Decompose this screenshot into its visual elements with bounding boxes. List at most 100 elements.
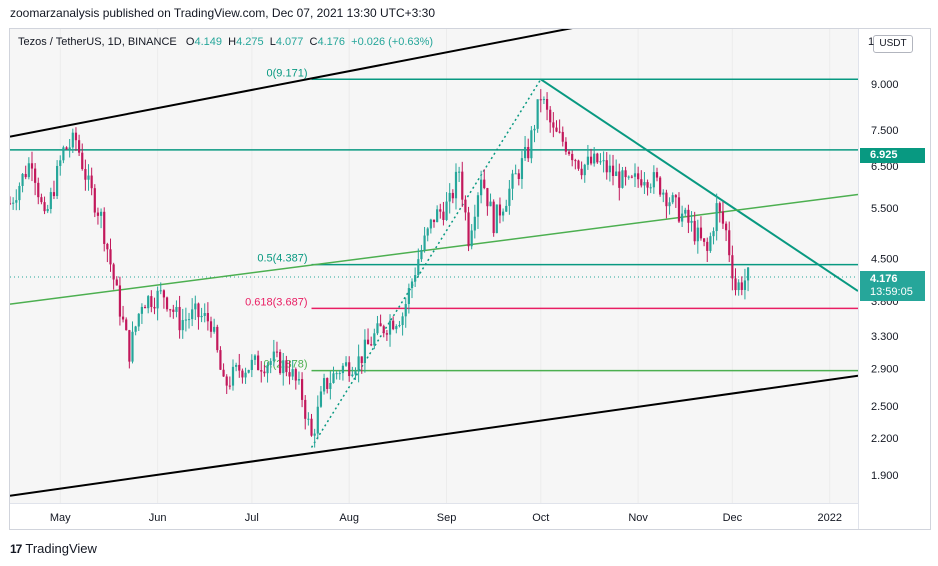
candle-body — [304, 399, 307, 419]
candle-body — [439, 209, 442, 212]
candle-body — [640, 179, 643, 186]
candle-body — [30, 163, 34, 169]
channel-top-line — [10, 29, 573, 138]
candle-body — [721, 211, 725, 224]
candle-body — [495, 204, 498, 234]
candle-body — [429, 219, 432, 229]
candle-body — [539, 99, 542, 101]
candle-body — [737, 282, 740, 291]
candle-body — [250, 359, 253, 371]
candle-body — [392, 320, 395, 330]
rising-trend-line — [10, 193, 858, 305]
candle-body — [401, 316, 404, 326]
candle-body — [322, 378, 326, 392]
candle-body — [699, 227, 703, 239]
candle-body — [734, 278, 737, 291]
candle-body — [420, 250, 423, 260]
candle-body — [118, 285, 122, 317]
candle-body — [200, 315, 203, 318]
candle-body — [483, 179, 486, 189]
candle-body — [715, 203, 718, 232]
candle-body — [131, 331, 134, 362]
candle-body — [505, 205, 508, 212]
candle-body — [652, 172, 655, 188]
candle-body — [206, 312, 209, 322]
candle-body — [275, 351, 279, 353]
candle-body — [580, 168, 583, 176]
candle-body — [630, 176, 633, 178]
candle-body — [545, 99, 549, 110]
candle-body — [27, 163, 30, 178]
candle-body — [520, 158, 524, 179]
candle-body — [527, 146, 530, 159]
candle-body — [81, 152, 84, 170]
candle-body — [56, 165, 59, 197]
candle-body — [395, 326, 398, 330]
candle-body — [52, 192, 56, 197]
candle-body — [724, 223, 728, 231]
candle-body — [112, 264, 115, 280]
candle-body — [191, 309, 194, 320]
candle-body — [703, 238, 706, 242]
candle-body — [109, 249, 112, 265]
candle-body — [746, 267, 750, 281]
candle-body — [99, 211, 103, 216]
candle-body — [618, 171, 621, 188]
candle-body — [84, 169, 87, 180]
candle-body — [706, 241, 709, 251]
candle-body — [712, 231, 715, 237]
candle-body — [498, 204, 502, 216]
candle-body — [624, 170, 627, 178]
candle-body — [571, 153, 574, 161]
fib-level-label: 0.618(3.687) — [245, 296, 307, 308]
candle-body — [646, 182, 649, 188]
candle-body — [690, 220, 693, 223]
footer-brand[interactable]: 17 TradingView — [10, 541, 97, 556]
candle-body — [681, 213, 684, 222]
x-tick-label: Jun — [149, 512, 167, 524]
candle-body — [71, 132, 74, 148]
currency-button[interactable]: USDT — [873, 35, 913, 53]
candle-body — [536, 99, 539, 129]
candle-body — [269, 361, 272, 366]
candle-body — [360, 356, 363, 364]
candle-body — [637, 173, 640, 180]
candle-body — [684, 209, 687, 214]
candle-body — [344, 362, 348, 366]
candle-body — [740, 282, 743, 290]
y-tick-label: 9.000 — [871, 79, 899, 91]
candle-body — [10, 203, 12, 205]
candle-body — [313, 433, 316, 436]
candle-body — [241, 370, 244, 378]
candle-body — [231, 366, 235, 386]
candle-body — [297, 379, 301, 381]
candle-body — [677, 197, 681, 222]
candle-body — [357, 356, 360, 372]
candle-body — [153, 306, 156, 309]
legend-change: +0.026 (+0.63%) — [351, 36, 434, 48]
candle-body — [222, 369, 225, 377]
candle-body — [235, 364, 238, 367]
candle-body — [366, 339, 370, 345]
candle-body — [583, 164, 586, 176]
candle-body — [659, 177, 662, 195]
x-tick-label: May — [50, 512, 71, 524]
candle-body — [718, 203, 721, 212]
candle-body — [332, 373, 335, 383]
candle-body — [489, 201, 492, 207]
plot-area[interactable] — [10, 29, 858, 503]
candle-body — [480, 179, 483, 196]
candle-body — [115, 279, 118, 286]
candle-body — [300, 379, 304, 400]
candle-body — [414, 275, 417, 282]
candle-body — [549, 109, 552, 123]
candle-body — [533, 128, 536, 131]
candle-body — [351, 374, 354, 377]
candle-body — [335, 373, 338, 375]
y-tick-label: 6.500 — [871, 161, 899, 173]
candle-body — [451, 192, 454, 199]
candle-body — [564, 141, 568, 152]
candle-body — [121, 316, 125, 320]
legend-symbol[interactable]: Tezos / TetherUS, 1D, BINANCE — [18, 36, 177, 48]
